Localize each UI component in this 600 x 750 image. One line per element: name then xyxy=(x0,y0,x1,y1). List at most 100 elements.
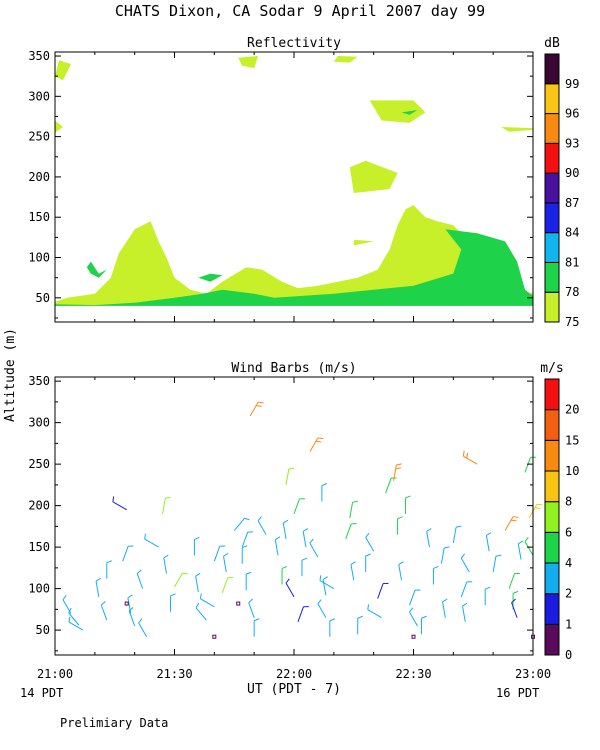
wind-barb xyxy=(462,450,478,465)
y-tick-label: 200 xyxy=(28,499,50,513)
panel2-title: Wind Barbs (m/s) xyxy=(231,361,356,376)
wind-barb xyxy=(213,545,226,562)
y-tick-label: 250 xyxy=(28,457,50,471)
wind-barb xyxy=(322,576,328,596)
wind-barb xyxy=(68,616,84,631)
colorbar-tick-label: 84 xyxy=(565,226,579,240)
colorbar-swatch xyxy=(544,142,560,174)
reflectivity-region xyxy=(333,56,358,63)
y-tick-label: 300 xyxy=(28,416,50,430)
wind-barb xyxy=(405,495,411,514)
colorbar-tick-label: 81 xyxy=(565,255,579,269)
reflectivity-region xyxy=(401,110,418,115)
wind-barb xyxy=(398,561,404,581)
wind-barb xyxy=(517,540,524,560)
wind-barb xyxy=(282,519,289,539)
wind-barb xyxy=(170,593,176,612)
y-tick-label: 300 xyxy=(28,89,50,103)
x-tick-label: 23:00 xyxy=(515,667,551,681)
plot-frame xyxy=(54,376,534,656)
wind-barb xyxy=(528,503,543,519)
colorbar-tick-label: 99 xyxy=(565,77,579,91)
wind-barb xyxy=(195,602,207,621)
colorbar-tick-label: 8 xyxy=(565,495,572,509)
reflectivity-region xyxy=(55,60,71,81)
reflectivity-region xyxy=(353,239,374,246)
wind-barb xyxy=(397,516,403,535)
wind-barb xyxy=(193,536,200,556)
wind-barb xyxy=(309,437,324,452)
x-tick-labels: 21:00 21:30 22:00 22:30 23:00 xyxy=(37,667,551,681)
wind-barb xyxy=(442,598,448,618)
wind-barb xyxy=(241,545,248,564)
footer-note: Prelimiary Data xyxy=(60,716,168,730)
wind-barb xyxy=(144,533,159,548)
colorbar-tick-label: 10 xyxy=(565,464,579,478)
wind-barb xyxy=(426,528,432,548)
wind-barb xyxy=(301,557,308,577)
y-tick-label: 350 xyxy=(28,49,50,63)
colorbar-swatch xyxy=(544,593,560,625)
wind-barb xyxy=(293,498,305,515)
y-tick-label: 50 xyxy=(36,291,50,305)
wind-barb xyxy=(524,537,534,556)
wind-barb xyxy=(377,582,389,599)
colorbar-tick-label: 20 xyxy=(565,403,579,417)
colorbar-tick-label: 2 xyxy=(565,587,572,601)
wind-barb xyxy=(484,586,491,606)
wind-barb xyxy=(95,577,101,597)
colorbar-swatch xyxy=(544,172,560,204)
wind-barb xyxy=(112,496,127,511)
wind-barb xyxy=(127,594,133,614)
y-axis-label: Altitude (m) xyxy=(3,328,18,422)
wind-barb xyxy=(245,571,252,591)
reflectivity-region xyxy=(349,160,398,193)
wind-barb xyxy=(460,553,470,573)
wind-barb xyxy=(136,569,144,589)
y-tick-label: 150 xyxy=(28,210,50,224)
wind-barb xyxy=(241,531,254,548)
right-local-time-label: 16 PDT xyxy=(496,686,539,700)
reflectivity-region xyxy=(55,120,63,133)
wind-barb xyxy=(233,517,250,531)
wind-barb xyxy=(317,599,327,618)
colorbar-swatch xyxy=(544,113,560,144)
wind-barb xyxy=(285,467,295,485)
wind-barb xyxy=(485,532,492,552)
wind-colorbar: 0 1 2 4 6 8 10 15 20 xyxy=(544,378,579,662)
wind-barb xyxy=(440,546,450,564)
x-tick-label: 22:00 xyxy=(276,667,312,681)
wind-barb xyxy=(302,528,309,548)
wind-barb xyxy=(249,401,264,417)
colorbar-swatch xyxy=(544,439,560,472)
x-tick-label: 21:30 xyxy=(156,667,192,681)
reflectivity-panel: 50 100 150 200 250 300 350 xyxy=(28,49,534,323)
colorbar-tick-label: 6 xyxy=(565,525,572,539)
reflectivity-colorbar: 75 78 81 84 87 90 93 96 99 xyxy=(544,53,579,329)
wind-barb xyxy=(411,634,416,639)
wind-barb xyxy=(199,593,215,608)
y-tick-label: 250 xyxy=(28,130,50,144)
wind-barb xyxy=(365,532,375,552)
wind-barb xyxy=(138,618,148,637)
wind-barb xyxy=(195,572,201,593)
wind-barb xyxy=(367,604,382,619)
reflectivity-region xyxy=(369,100,426,123)
panel1-title: Reflectivity xyxy=(247,36,341,51)
wind-barb xyxy=(462,602,468,622)
colorbar-swatch xyxy=(544,378,560,411)
y-tick-label: 100 xyxy=(28,582,50,596)
wind-barb xyxy=(297,606,309,622)
colorbar-tick-label: 87 xyxy=(565,196,579,210)
wind-barb xyxy=(309,538,319,558)
wind-barb xyxy=(124,601,129,606)
wind-barb xyxy=(393,463,402,481)
colorbar-swatch xyxy=(544,501,560,533)
colorbar-swatch xyxy=(544,409,560,441)
colorbar-swatch xyxy=(544,531,560,564)
wind-barb xyxy=(68,607,80,626)
wind-barb xyxy=(365,553,371,573)
wind-barb xyxy=(257,516,267,535)
y-tick-label: 150 xyxy=(28,540,50,554)
